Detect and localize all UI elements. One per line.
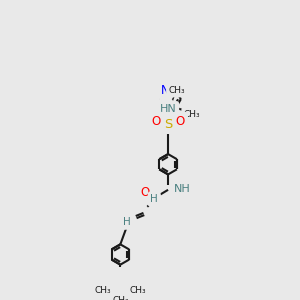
Text: O: O	[151, 115, 160, 128]
Text: NH: NH	[174, 184, 191, 194]
Text: O: O	[176, 115, 185, 128]
Text: H: H	[150, 194, 158, 204]
Text: CH₃: CH₃	[130, 286, 146, 295]
Text: N: N	[161, 101, 170, 114]
Text: N: N	[161, 84, 170, 97]
Text: CH₃: CH₃	[112, 296, 129, 300]
Text: O: O	[140, 186, 150, 200]
Text: H: H	[123, 217, 130, 227]
Text: CH₃: CH₃	[184, 110, 200, 118]
Text: CH₃: CH₃	[168, 86, 185, 95]
Text: CH₃: CH₃	[94, 286, 111, 295]
Text: S: S	[164, 118, 172, 131]
Text: HN: HN	[160, 104, 176, 114]
